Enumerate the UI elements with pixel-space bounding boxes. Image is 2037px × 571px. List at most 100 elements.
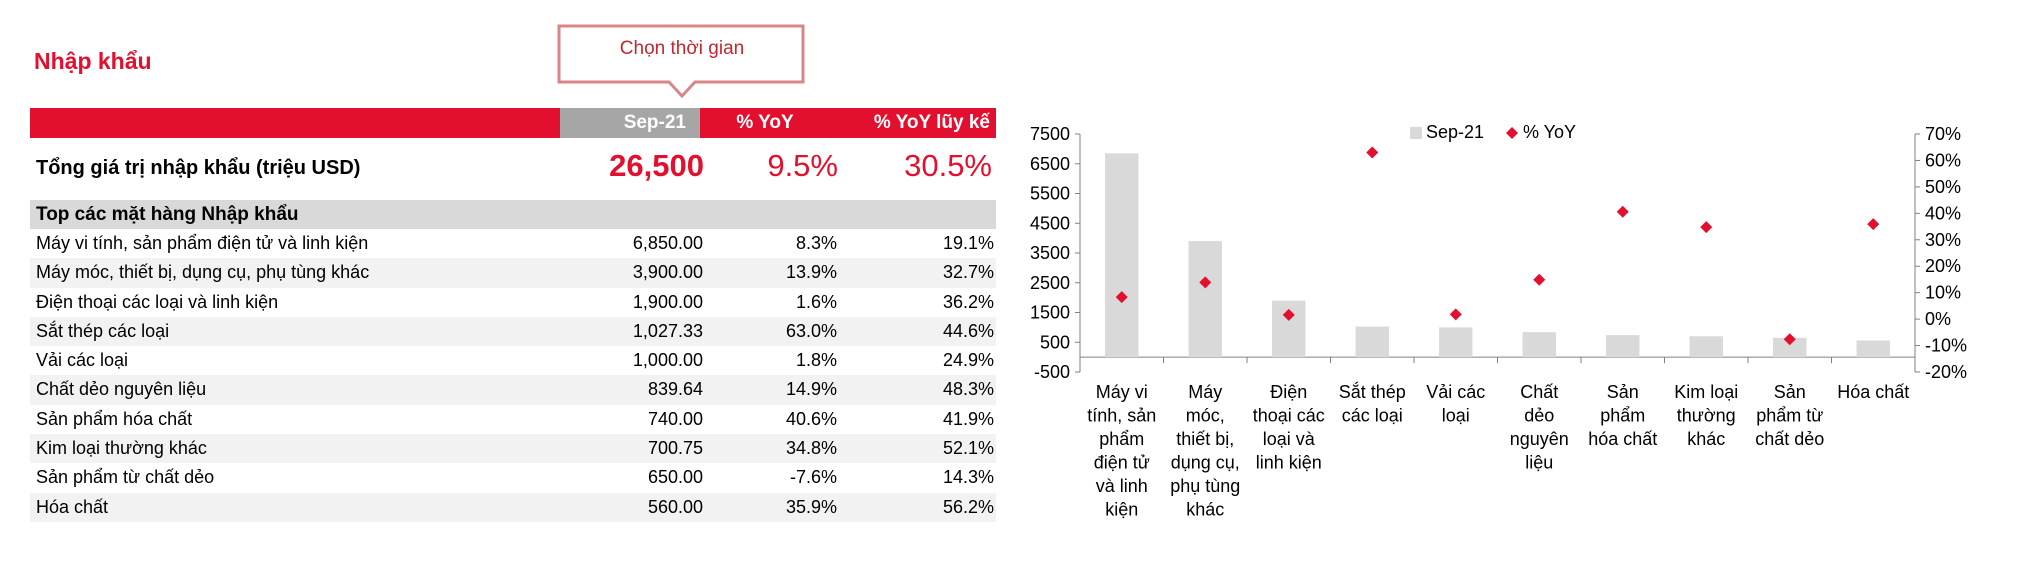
category-label-line: liệu <box>1525 453 1553 473</box>
item-yoy: 34.8% <box>785 438 837 459</box>
item-name: Vải các loại <box>36 350 129 371</box>
category-label-line: chất dẻo <box>1755 429 1824 449</box>
table-row: Chất dẻo nguyên liệu 839.64 14.9% 48.3% <box>30 375 996 405</box>
item-yoy: 63.0% <box>785 320 837 341</box>
category-label-line: kiện <box>1105 500 1138 520</box>
bar <box>1355 326 1389 358</box>
category-label-line: phẩm <box>1099 429 1144 449</box>
yoy-marker <box>1366 146 1379 159</box>
category-label: Máy vi tính, sản phẩm điện tử và linh kiện <box>1087 382 1156 520</box>
left-tick-label: -500 <box>1034 362 1070 382</box>
total-yoy: 9.5% <box>767 148 838 183</box>
category-label-line: và linh <box>1096 476 1148 496</box>
category-label-line: Điện <box>1270 382 1307 402</box>
category-label-line: Chất <box>1520 382 1558 402</box>
item-yoy: 14.9% <box>785 379 837 400</box>
item-ytd: 24.9% <box>942 350 994 371</box>
item-value: 3,900.00 <box>632 262 703 283</box>
item-value: 6,850.00 <box>632 233 703 253</box>
item-ytd: 48.3% <box>942 379 994 400</box>
item-name: Sắt thép các loại <box>36 320 170 341</box>
table-row: Máy móc, thiết bị, dụng cụ, phụ tùng khá… <box>30 258 996 288</box>
category-label-line: Vải các <box>1426 382 1485 402</box>
item-ytd: 19.1% <box>942 233 994 253</box>
item-value: 700.75 <box>647 438 703 459</box>
item-value: 740.00 <box>647 408 703 429</box>
top-items-subheader: Top các mặt hàng Nhập khẩu <box>30 200 996 229</box>
category-label-line: tính, sản <box>1087 406 1156 426</box>
bar <box>1188 241 1222 358</box>
item-name: Sản phẩm từ chất dẻo <box>36 467 215 488</box>
total-row: Tổng giá trị nhập khẩu (triệu USD) 26,50… <box>30 138 996 200</box>
category-label-line: móc, <box>1186 406 1225 426</box>
bar <box>1689 336 1723 358</box>
bar <box>1439 327 1473 358</box>
category-label: Chất dẻo nguyên liệu <box>1510 382 1569 473</box>
category-label: Hóa chất <box>1837 382 1909 402</box>
yoy-marker <box>1115 291 1128 304</box>
category-label-line: hóa chất <box>1588 429 1657 449</box>
category-label-line: Sản <box>1607 382 1639 402</box>
callout-shape <box>557 24 805 99</box>
table-row: Vải các loại 1,000.00 1.8% 24.9% <box>30 346 996 375</box>
item-yoy: 8.3% <box>795 233 837 253</box>
yoy-marker <box>1783 333 1796 346</box>
table-row: Sắt thép các loại 1,027.33 63.0% 44.6% <box>30 316 996 347</box>
item-ytd: 36.2% <box>942 291 994 312</box>
left-tick-label: 1500 <box>1030 303 1070 323</box>
item-yoy: 1.8% <box>795 350 837 371</box>
left-tick-label: 3500 <box>1030 243 1070 263</box>
bar <box>1773 337 1807 358</box>
category-label-line: Hóa chất <box>1837 382 1909 402</box>
yoy-marker <box>1533 273 1546 286</box>
yoy-marker <box>1282 308 1295 321</box>
category-label-line: khác <box>1687 429 1725 449</box>
legend-bar-swatch <box>1410 127 1422 139</box>
bar <box>1522 332 1556 358</box>
category-label: Sản phẩm từ chất dẻo <box>1755 382 1824 449</box>
item-ytd: 44.6% <box>942 320 994 341</box>
time-select-callout[interactable]: Chọn thời gian <box>557 24 807 120</box>
callout-label: Chọn thời gian <box>619 38 745 59</box>
item-value: 650.00 <box>647 467 703 488</box>
header-date: Sep-21 <box>560 108 700 138</box>
bar <box>1105 153 1139 358</box>
bar <box>1856 340 1890 358</box>
item-name: Máy móc, thiết bị, dụng cụ, phụ tùng khá… <box>36 262 370 283</box>
table-row: Kim loại thường khác 700.75 34.8% 52.1% <box>30 434 996 464</box>
item-name: Kim loại thường khác <box>36 438 207 459</box>
category-label-line: thường <box>1677 406 1736 426</box>
item-yoy: 13.9% <box>785 262 837 283</box>
category-label-line: nguyên <box>1510 429 1569 449</box>
item-ytd: 32.7% <box>942 262 994 283</box>
category-label-line: loại <box>1442 406 1470 426</box>
left-tick-label: 6500 <box>1030 154 1070 174</box>
left-tick-label: 5500 <box>1030 184 1070 204</box>
item-name: Hóa chất <box>36 496 109 517</box>
left-tick-label: 4500 <box>1030 213 1070 233</box>
category-label-line: Máy <box>1188 382 1222 402</box>
category-label-line: thoại các <box>1253 406 1325 426</box>
category-label: Điện thoại các loại và linh kiện <box>1253 382 1325 473</box>
category-label-line: Máy vi <box>1096 382 1148 402</box>
category-label: Kim loại thường khác <box>1674 382 1738 449</box>
category-label: Sắt thép các loại <box>1339 381 1406 426</box>
left-tick-label: 2500 <box>1030 273 1070 293</box>
header-ytd: % YoY lũy kế <box>873 112 990 133</box>
table-body: Máy vi tính, sản phẩm điện tử và linh ki… <box>30 229 996 522</box>
right-tick-label: 30% <box>1925 230 1961 250</box>
import-chart: 7500 6500 5500 4500 3500 2500 1500 500 -500 70% 60… <box>1030 122 1967 520</box>
category-label-line: Sắt thép <box>1339 381 1406 402</box>
item-value: 1,900.00 <box>632 291 703 312</box>
item-ytd: 56.2% <box>942 496 994 517</box>
item-yoy: -7.6% <box>789 467 837 488</box>
right-tick-label: 0% <box>1925 309 1951 329</box>
yoy-marker <box>1867 218 1880 231</box>
right-tick-label: 50% <box>1925 177 1961 197</box>
table-row: Sản phẩm hóa chất 740.00 40.6% 41.9% <box>30 405 996 434</box>
item-ytd: 14.3% <box>942 467 994 488</box>
total-ytd: 30.5% <box>904 148 992 183</box>
category-label-line: dẻo <box>1524 406 1554 426</box>
item-yoy: 40.6% <box>785 408 837 429</box>
category-label-line: thiết bị, <box>1176 429 1234 449</box>
